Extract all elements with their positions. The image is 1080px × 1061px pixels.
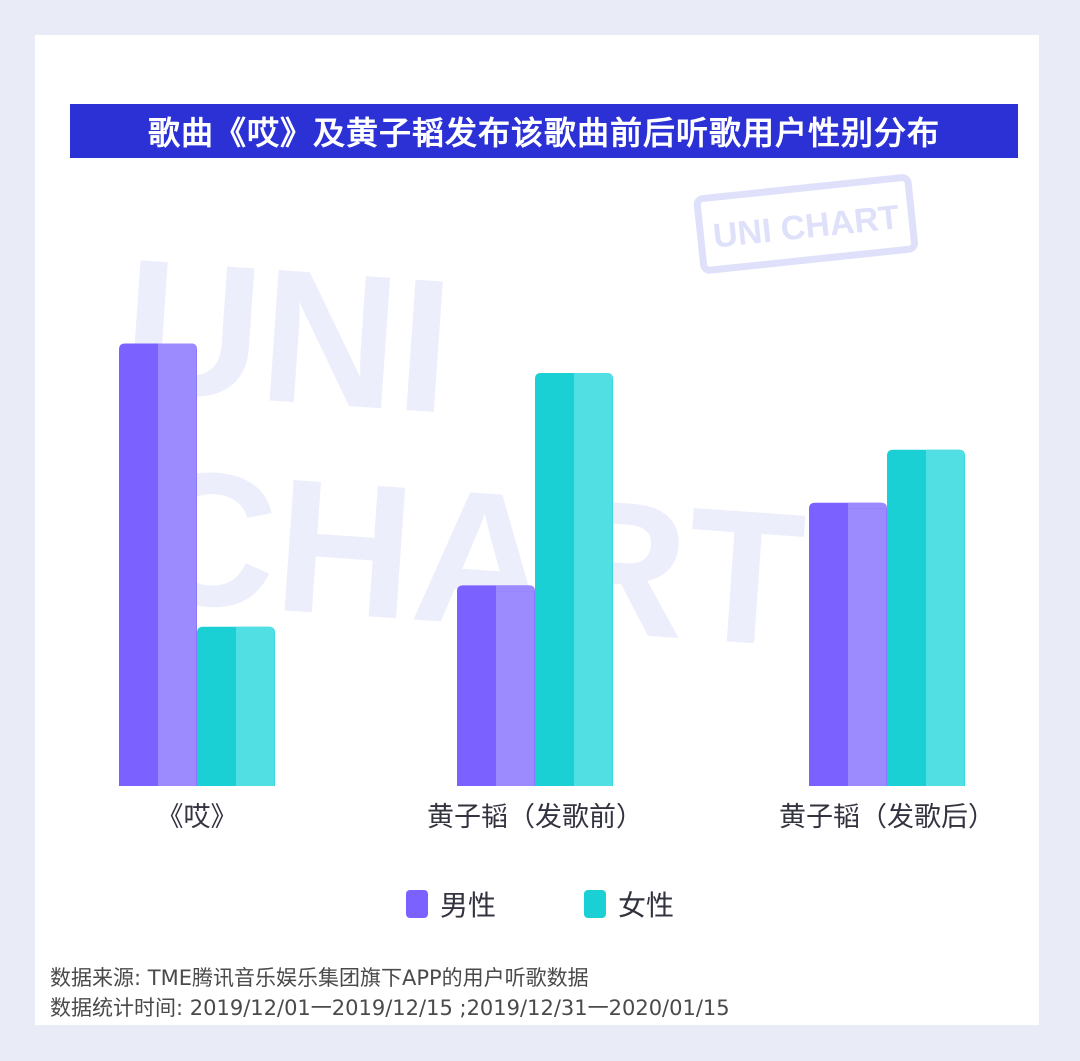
data-source-note: 数据来源: TME腾讯音乐娱乐集团旗下APP的用户听歌数据 [50,966,589,990]
bar-male-1 [457,585,535,786]
footnotes: 数据来源: TME腾讯音乐娱乐集团旗下APP的用户听歌数据 数据统计时间: 20… [50,963,730,1023]
watermark-stamp: UNI CHART [693,174,918,274]
bar-highlight-cap [236,626,275,633]
legend-label: 女性 [618,889,675,922]
legend: 男性 女性 [0,884,1080,924]
bar-highlight-cap [574,373,613,379]
bar-female-2 [887,449,965,786]
bar-highlight [848,508,887,786]
bar-highlight-cap [496,585,535,592]
chart-title: 歌曲《哎》及黄子韬发布该歌曲前后听歌用户性别分布 [147,114,940,152]
bar-highlight [926,455,965,786]
data-period-note: 数据统计时间: 2019/12/01一2019/12/15 ;2019/12/3… [50,996,730,1020]
bar-female-0 [197,626,275,786]
watermark-stamp-text: UNI CHART [711,198,901,255]
x-tick-label-1: 黄子韬（发歌前） [427,802,643,833]
x-tick-label-2: 黄子韬（发歌后） [779,802,995,833]
bar-highlight [158,349,197,786]
legend-item-female: 女性 [584,884,674,924]
bar-highlight-cap [848,502,887,509]
bar-highlight [496,591,535,786]
legend-swatch [584,890,606,918]
bar-female-1 [535,373,613,786]
legend-swatch [405,890,428,918]
bars [119,343,965,786]
bar-male-2 [809,502,887,786]
bar-male-0 [119,343,197,786]
legend-item-male: 男性 [405,884,496,924]
watermark: UNI CHART UNI CHART [117,174,918,687]
chart-title-band: 歌曲《哎》及黄子韬发布该歌曲前后听歌用户性别分布 [70,104,1018,158]
bar-highlight-cap [158,343,197,350]
bar-highlight [236,632,275,786]
x-tick-label-0: 《哎》 [157,802,238,833]
bar-highlight [574,379,613,786]
x-axis-labels: 《哎》 黄子韬（发歌前） 黄子韬（发歌后） [157,802,996,833]
bar-highlight-cap [926,449,965,456]
legend-label: 男性 [439,889,496,922]
